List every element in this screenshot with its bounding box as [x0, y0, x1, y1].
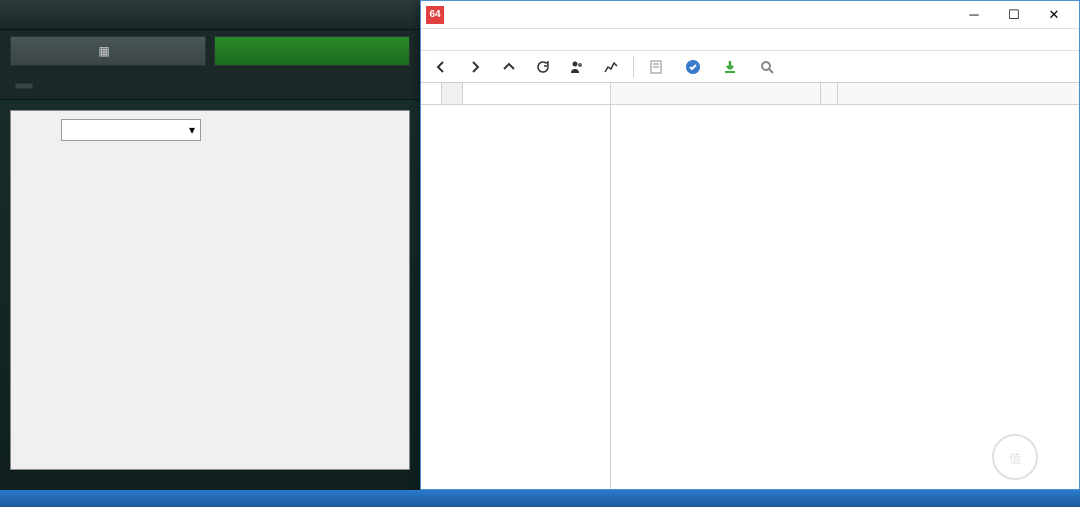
nav-up-button[interactable] — [494, 55, 524, 79]
users-button[interactable] — [562, 55, 592, 79]
nav-forward-button[interactable] — [460, 55, 490, 79]
asrock-app: ▦ ▾ — [0, 0, 420, 507]
nav-back-button[interactable] — [426, 55, 456, 79]
maximize-button[interactable]: ☐ — [994, 2, 1034, 28]
refresh-button[interactable] — [528, 55, 558, 79]
bios-update-button[interactable] — [715, 55, 748, 79]
aida64-icon: 64 — [426, 6, 444, 24]
taskbar[interactable] — [0, 490, 1080, 507]
columns-header — [611, 83, 1079, 105]
close-button[interactable]: ✕ — [1034, 2, 1074, 28]
fan-panel: ▾ — [10, 110, 410, 470]
aida-menubar — [421, 29, 1079, 51]
left-tab-menu[interactable] — [421, 83, 442, 104]
separator — [633, 56, 634, 78]
aida-left-panel — [421, 83, 611, 489]
left-tabs — [421, 83, 610, 105]
pc-backup-button[interactable] — [678, 55, 711, 79]
chart-svg — [61, 161, 389, 439]
aida-body — [421, 83, 1079, 489]
back-button[interactable] — [15, 83, 33, 89]
asrock-subheader — [0, 72, 420, 100]
asrock-tabs: ▦ — [0, 30, 420, 72]
chevron-down-icon: ▾ — [189, 123, 195, 137]
asrock-header — [0, 0, 420, 30]
aida-right-panel — [611, 83, 1079, 489]
aida-toolbar — [421, 51, 1079, 83]
grid-icon: ▦ — [98, 44, 109, 58]
report-button[interactable] — [641, 55, 674, 79]
aida-data-panel — [611, 105, 1079, 489]
driver-update-button[interactable] — [752, 55, 785, 79]
fan-select-dropdown[interactable]: ▾ — [61, 119, 201, 141]
tab-tools[interactable] — [214, 36, 410, 66]
graph-button[interactable] — [596, 55, 626, 79]
col-header-value[interactable] — [821, 83, 838, 104]
aida64-window: 64 ─ ☐ ✕ — [420, 0, 1080, 490]
tab-operation-mode[interactable]: ▦ — [10, 36, 206, 66]
left-tab-favorites[interactable] — [442, 83, 463, 104]
minimize-button[interactable]: ─ — [954, 2, 994, 28]
aida-tree[interactable] — [421, 105, 610, 489]
fan-curve-chart[interactable] — [61, 161, 389, 439]
col-header-item[interactable] — [611, 83, 821, 104]
aida-titlebar[interactable]: 64 ─ ☐ ✕ — [421, 1, 1079, 29]
